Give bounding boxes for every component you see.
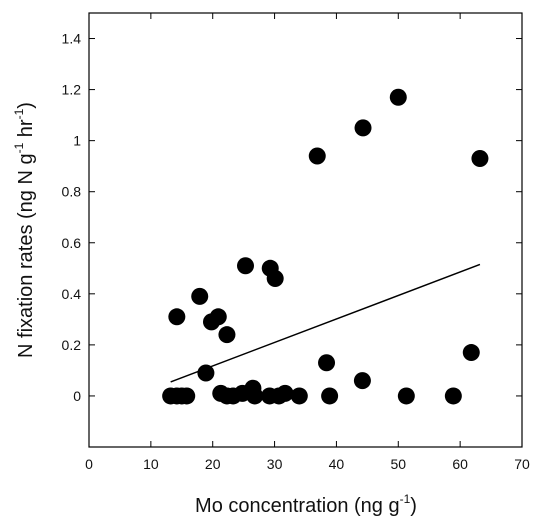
x-axis-title-text: Mo concentration (ng g — [195, 495, 400, 517]
x-tick-label: 10 — [143, 456, 159, 472]
x-tick-label: 70 — [514, 456, 530, 472]
x-axis-title-superscript: -1 — [400, 492, 411, 506]
data-point — [276, 384, 294, 402]
x-tick-label: 60 — [452, 456, 468, 472]
x-tick-label: 40 — [329, 456, 345, 472]
y-axis-title-superscript-2: -1 — [12, 108, 26, 119]
plot-frame — [88, 12, 523, 448]
y-tick-label: 0.4 — [62, 286, 82, 302]
data-point — [209, 308, 227, 326]
y-axis-title-end: ) — [15, 102, 37, 109]
x-tick-label: 30 — [267, 456, 283, 472]
data-point — [236, 257, 254, 275]
data-point — [397, 387, 415, 405]
y-tick-label: 0.6 — [62, 235, 82, 251]
y-tick-label: 0.2 — [62, 337, 82, 353]
x-axis-title: Mo concentration (ng g-1) — [195, 492, 417, 517]
trend-layer — [170, 263, 481, 383]
y-tick-label: 0 — [73, 388, 81, 404]
data-point — [354, 119, 372, 137]
data-point — [462, 344, 480, 362]
y-axis-title: N fixation rates (ng N g-1 hr-1) — [12, 102, 37, 358]
ticks-layer: 0 10 20 30 40 50 60 70 0 0.2 0.4 0.6 0.8 1 1.2 1.4 — [62, 13, 530, 472]
x-tick-label: 50 — [390, 456, 406, 472]
y-axis-title-text: N fixation rates (ng N g — [15, 153, 37, 358]
data-point — [178, 387, 196, 405]
data-point — [353, 372, 371, 390]
y-axis-title-middle: hr — [15, 119, 37, 143]
x-tick-label: 20 — [205, 456, 221, 472]
regression-line — [170, 263, 481, 383]
data-point — [444, 387, 462, 405]
x-axis-title-end: ) — [410, 495, 417, 517]
y-tick-label: 1.2 — [62, 82, 82, 98]
y-tick-label: 1.4 — [62, 31, 82, 47]
points-layer — [162, 88, 489, 405]
data-point — [191, 287, 209, 305]
data-point — [321, 387, 339, 405]
y-tick-label: 1 — [73, 133, 81, 149]
data-point — [389, 88, 407, 106]
data-point — [197, 364, 215, 382]
data-point — [318, 354, 336, 372]
y-tick-label: 0.8 — [62, 184, 82, 200]
data-point — [218, 326, 236, 344]
y-axis-title-superscript-1: -1 — [12, 142, 26, 153]
data-point — [168, 308, 186, 326]
data-point — [471, 150, 489, 168]
data-point — [246, 387, 264, 405]
data-point — [290, 387, 308, 405]
data-point — [266, 270, 284, 288]
data-point — [308, 147, 326, 165]
x-tick-label: 0 — [85, 456, 93, 472]
